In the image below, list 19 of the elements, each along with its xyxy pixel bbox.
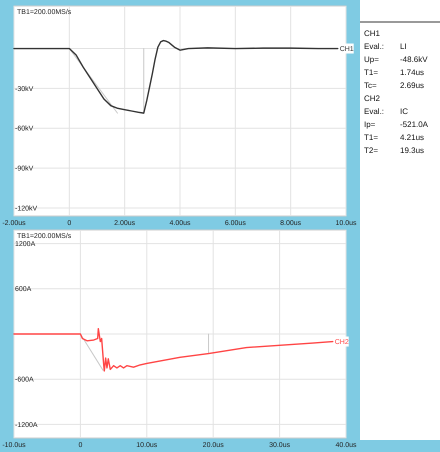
- text: 2.69us: [400, 81, 424, 90]
- text: -521.0A: [400, 120, 429, 129]
- text: Eval.:: [364, 42, 384, 51]
- text: CH2: [364, 94, 381, 103]
- text: 4.21us: [400, 133, 424, 142]
- text: Eval.:: [364, 107, 384, 116]
- text: Tc=: [364, 81, 377, 90]
- text: 19.3us: [400, 146, 424, 155]
- text: 1.74us: [400, 68, 424, 77]
- text: LI: [400, 42, 407, 51]
- text: -48.6kV: [400, 55, 428, 64]
- text: IC: [400, 107, 408, 116]
- text: T2=: [364, 146, 378, 155]
- line-series: [13, 328, 334, 372]
- text: CH1: [364, 29, 381, 38]
- text: Ip=: [364, 120, 376, 129]
- text: T1=: [364, 68, 378, 77]
- text: T1=: [364, 133, 378, 142]
- text: Up=: [364, 55, 380, 64]
